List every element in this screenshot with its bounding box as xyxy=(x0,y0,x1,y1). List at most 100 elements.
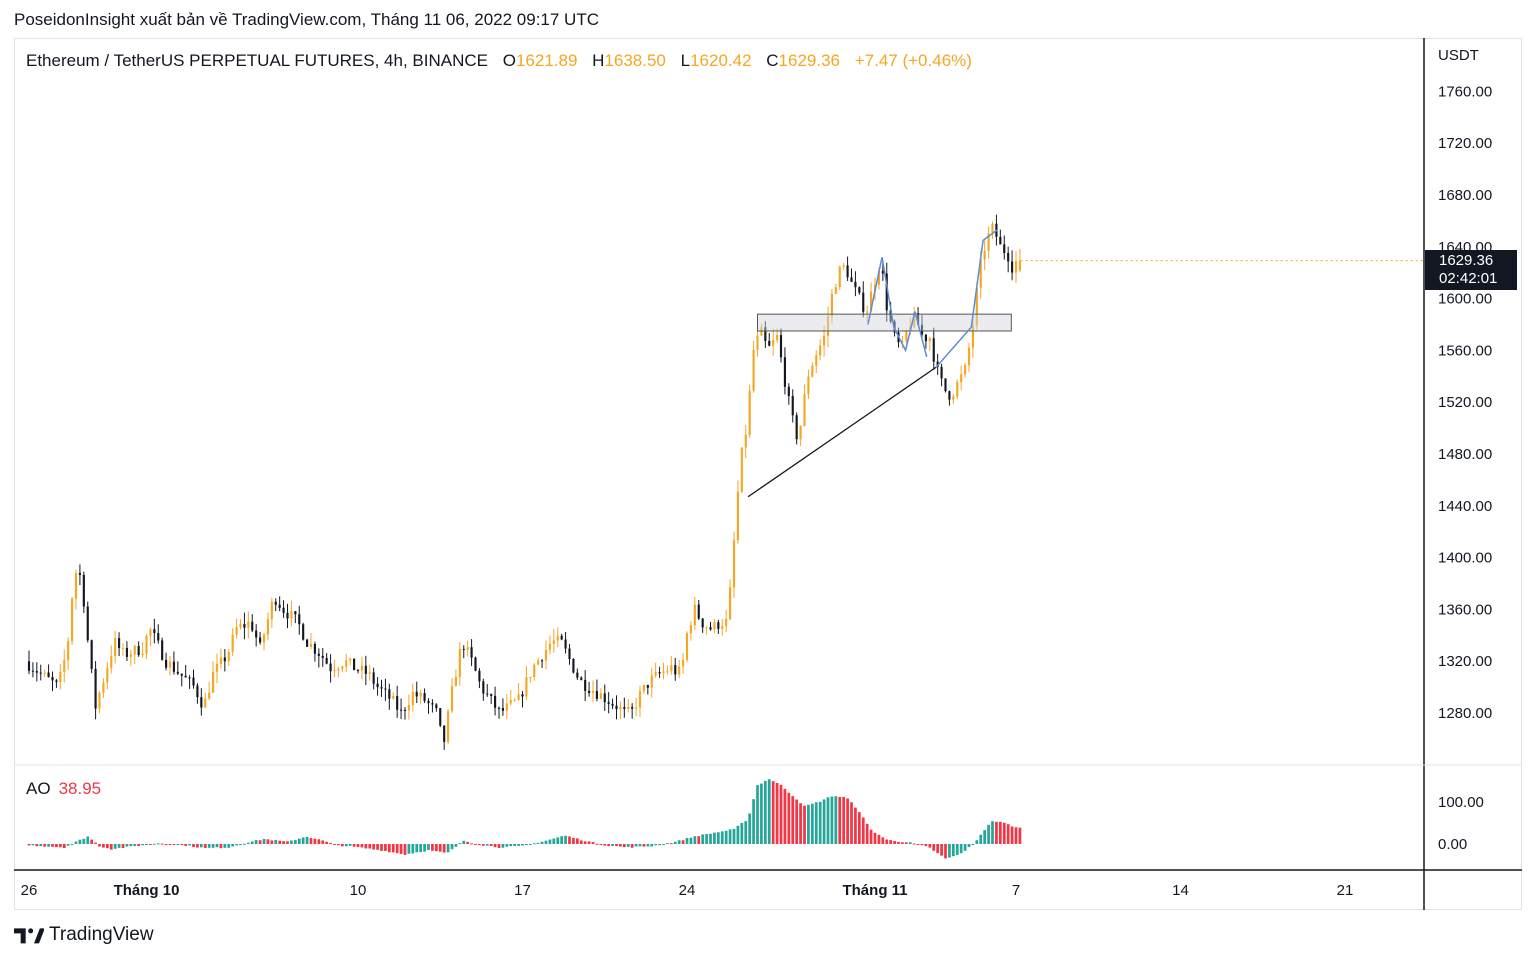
candle-body[interactable] xyxy=(881,270,884,274)
candle-body[interactable] xyxy=(145,635,148,654)
candle-body[interactable] xyxy=(627,706,630,709)
candle-body[interactable] xyxy=(102,682,105,693)
candle-body[interactable] xyxy=(838,266,841,288)
candle-body[interactable] xyxy=(772,340,775,346)
candle-body[interactable] xyxy=(807,376,810,395)
candle-body[interactable] xyxy=(490,694,493,696)
candle-body[interactable] xyxy=(517,694,520,700)
candle-body[interactable] xyxy=(368,672,371,674)
candle-body[interactable] xyxy=(815,355,818,366)
candle-body[interactable] xyxy=(63,660,66,672)
candle-body[interactable] xyxy=(274,601,277,605)
candle-body[interactable] xyxy=(251,621,254,631)
candle-body[interactable] xyxy=(149,629,152,636)
candle-body[interactable] xyxy=(905,331,908,342)
candle-body[interactable] xyxy=(360,665,363,671)
candle-body[interactable] xyxy=(584,679,587,691)
candle-body[interactable] xyxy=(595,691,598,699)
candle-body[interactable] xyxy=(384,688,387,690)
candle-body[interactable] xyxy=(141,653,144,656)
candle-body[interactable] xyxy=(678,666,681,675)
candle-body[interactable] xyxy=(110,656,113,669)
candle-body[interactable] xyxy=(505,703,508,711)
candle-body[interactable] xyxy=(674,665,677,675)
candle-body[interactable] xyxy=(43,672,46,674)
candle-body[interactable] xyxy=(466,647,469,650)
candle-body[interactable] xyxy=(885,273,888,311)
candle-body[interactable] xyxy=(697,604,700,619)
candle-body[interactable] xyxy=(400,709,403,711)
breakout-zigzag[interactable] xyxy=(935,229,998,368)
candle-body[interactable] xyxy=(638,691,642,708)
candle-body[interactable] xyxy=(184,675,187,678)
candle-body[interactable] xyxy=(779,335,783,358)
candle-body[interactable] xyxy=(971,325,974,348)
candle-body[interactable] xyxy=(345,660,348,667)
candle-body[interactable] xyxy=(740,447,743,492)
candle-body[interactable] xyxy=(176,671,179,674)
tradingview-footer[interactable]: TradingView xyxy=(14,924,154,946)
candle-body[interactable] xyxy=(635,707,638,709)
candle-body[interactable] xyxy=(121,647,125,649)
candle-body[interactable] xyxy=(419,693,422,697)
candle-body[interactable] xyxy=(670,665,673,672)
candle-body[interactable] xyxy=(725,619,728,627)
candle-body[interactable] xyxy=(486,693,489,695)
candle-body[interactable] xyxy=(86,606,89,641)
candle-body[interactable] xyxy=(924,334,927,342)
candle-body[interactable] xyxy=(795,415,798,440)
candle-body[interactable] xyxy=(396,696,399,710)
candle-body[interactable] xyxy=(353,658,356,671)
ao-label[interactable]: AO xyxy=(26,779,51,798)
candle-body[interactable] xyxy=(259,637,262,643)
candle-body[interactable] xyxy=(497,707,501,709)
candle-body[interactable] xyxy=(529,676,532,678)
candle-body[interactable] xyxy=(944,378,947,392)
candle-body[interactable] xyxy=(294,611,297,615)
candle-body[interactable] xyxy=(870,291,873,312)
candle-body[interactable] xyxy=(239,624,242,628)
candle-body[interactable] xyxy=(106,668,109,683)
candle-body[interactable] xyxy=(803,394,806,426)
candle-body[interactable] xyxy=(537,660,540,665)
candle-body[interactable] xyxy=(940,366,943,379)
candle-body[interactable] xyxy=(858,287,861,293)
candle-body[interactable] xyxy=(783,357,786,387)
candle-body[interactable] xyxy=(380,687,383,689)
candle-body[interactable] xyxy=(623,707,626,709)
candle-body[interactable] xyxy=(329,663,332,672)
candle-body[interactable] xyxy=(27,661,31,671)
candle-body[interactable] xyxy=(392,696,395,699)
candle-body[interactable] xyxy=(917,313,920,325)
candle-body[interactable] xyxy=(458,649,461,677)
candle-body[interactable] xyxy=(247,621,250,628)
candle-body[interactable] xyxy=(74,572,78,599)
candle-body[interactable] xyxy=(31,670,34,672)
candle-body[interactable] xyxy=(979,259,982,288)
candle-body[interactable] xyxy=(94,668,97,709)
candle-body[interactable] xyxy=(791,396,794,416)
candle-body[interactable] xyxy=(290,611,293,619)
candle-body[interactable] xyxy=(932,338,935,362)
candle-body[interactable] xyxy=(920,324,924,335)
candle-body[interactable] xyxy=(811,365,814,377)
candle-body[interactable] xyxy=(153,629,156,634)
candle-body[interactable] xyxy=(90,640,93,669)
candle-body[interactable] xyxy=(356,670,360,672)
candle-body[interactable] xyxy=(1014,261,1018,273)
candle-body[interactable] xyxy=(721,626,724,629)
candle-body[interactable] xyxy=(282,607,285,613)
candle-body[interactable] xyxy=(752,349,755,391)
candle-body[interactable] xyxy=(212,671,215,693)
candle-body[interactable] xyxy=(701,618,704,628)
candle-body[interactable] xyxy=(325,657,328,664)
candle-body[interactable] xyxy=(411,691,414,706)
candle-body[interactable] xyxy=(603,693,606,703)
candle-body[interactable] xyxy=(967,347,971,366)
candle-body[interactable] xyxy=(889,310,892,322)
candle-body[interactable] xyxy=(1018,260,1021,271)
candle-body[interactable] xyxy=(987,233,990,251)
candle-body[interactable] xyxy=(364,665,367,674)
candle-body[interactable] xyxy=(125,647,128,657)
candle-body[interactable] xyxy=(642,685,645,692)
